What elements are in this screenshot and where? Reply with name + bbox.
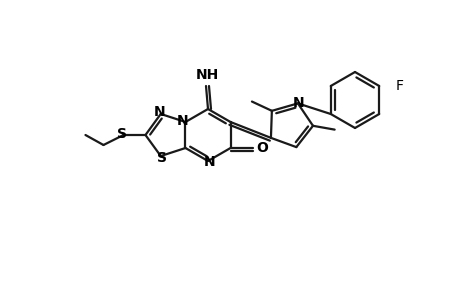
Text: O: O [256,141,268,155]
Text: NH: NH [195,68,218,82]
Text: S: S [157,151,167,165]
Text: N: N [154,105,165,119]
Text: N: N [176,114,188,128]
Text: N: N [204,155,215,169]
Text: N: N [292,96,304,110]
Text: S: S [117,127,127,141]
Text: F: F [394,79,403,93]
